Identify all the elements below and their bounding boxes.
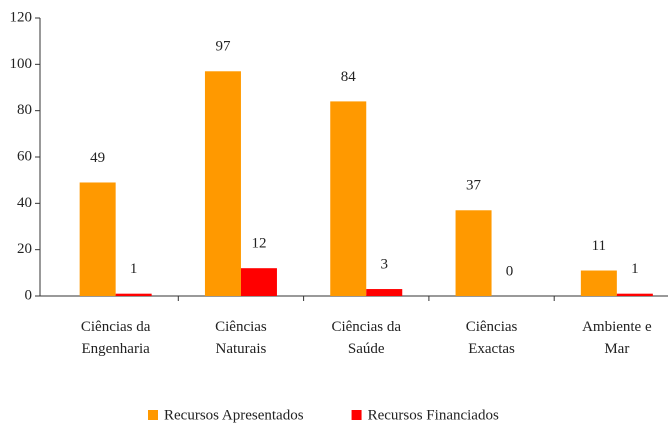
bar [616,293,653,296]
legend-label: Recursos Financiados [368,407,499,423]
value-label: 0 [506,263,514,279]
y-tick-label: 20 [17,241,32,257]
bar [79,182,116,296]
y-tick-label: 120 [10,9,33,25]
value-label: 3 [381,256,389,272]
bar [580,270,617,296]
y-tick-label: 80 [17,102,32,118]
y-tick-label: 100 [10,56,33,72]
legend-label: Recursos Apresentados [164,407,304,423]
bar [115,293,152,296]
value-label: 37 [466,178,482,194]
value-label: 97 [215,39,231,55]
y-tick-label: 60 [17,148,32,164]
value-label: 1 [130,261,138,277]
bar [366,289,403,296]
legend-swatch [148,410,158,420]
x-tick-label: Ciências da Saúde [331,319,402,357]
x-tick-label: Ambiente e Mar [582,319,652,357]
value-label: 12 [251,236,266,252]
y-tick-label: 40 [17,195,32,211]
x-tick-label: Ciências da Engenharia [80,319,151,357]
y-tick-label: 0 [25,287,33,303]
value-label: 11 [592,238,606,254]
legend-swatch [351,410,362,420]
value-label: 1 [631,261,639,277]
bar [330,101,367,297]
x-tick-label: Ciências Exactas [465,319,518,357]
value-label: 84 [341,69,357,85]
value-label: 49 [90,150,105,166]
bar [455,210,492,296]
x-tick-label: Ciências Naturais [215,319,267,357]
bar [204,71,241,297]
bar [240,268,277,296]
